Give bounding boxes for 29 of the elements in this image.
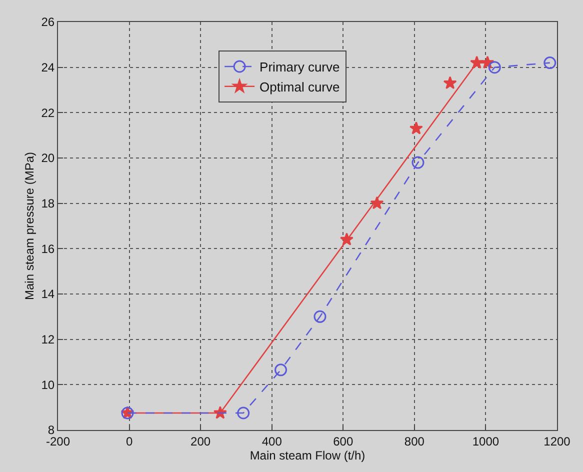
x-tick-label: 0 [126, 434, 133, 448]
y-tick-label: 12 [41, 332, 55, 347]
y-tick-label: 22 [41, 106, 55, 120]
y-tick-label: 14 [41, 287, 55, 302]
y-tick-label: 10 [41, 378, 55, 392]
x-tick-label: 800 [404, 434, 425, 448]
point [443, 76, 457, 90]
x-tick-label: 200 [190, 434, 211, 448]
x-tick-label: 600 [333, 434, 354, 448]
legend-label: Optimal curve [260, 79, 340, 94]
x-tick-label: 1200 [544, 434, 571, 448]
x-tick-label: 400 [262, 434, 282, 448]
legend-label: Primary curve [260, 60, 340, 75]
y-tick-label: 24 [41, 60, 55, 75]
y-axis-title: Main steam pressure (MPa) [22, 152, 37, 300]
point [274, 364, 288, 376]
y-tick-label: 26 [41, 15, 55, 30]
point [409, 121, 423, 134]
y-tick-label: 16 [41, 242, 55, 256]
point [488, 61, 501, 74]
point [470, 56, 484, 69]
point [412, 156, 424, 169]
y-tick-label: 20 [41, 151, 55, 166]
x-tick-label: 1000 [472, 434, 500, 448]
point [314, 310, 326, 323]
x-axis-title: Main steam Flow (t/h) [250, 448, 366, 462]
y-tick-label: 18 [41, 196, 55, 211]
point [237, 406, 250, 420]
point [544, 56, 556, 70]
